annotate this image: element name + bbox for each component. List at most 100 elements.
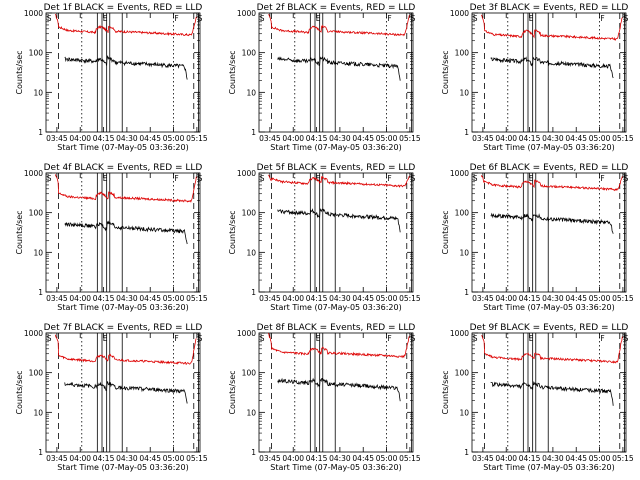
panel-title: Det 1f BLACK = Events, RED = LLD — [44, 3, 203, 13]
y-tick-label: 1 — [38, 288, 43, 297]
flag-label: S — [47, 334, 52, 343]
y-tick-label: 100 — [242, 369, 257, 378]
x-tick-label: 05:00 — [589, 454, 611, 463]
x-tick-label: 04:30 — [116, 134, 138, 143]
x-tick-label: 04:30 — [542, 134, 564, 143]
detector-panel: Det 6f BLACK = Events, RED = LLD 1 10 100 10… — [426, 160, 639, 320]
lld-series-line — [268, 174, 410, 188]
panel-title: Det 6f BLACK = Events, RED = LLD — [470, 163, 629, 173]
plot-frame — [45, 12, 201, 133]
events-series-line — [490, 381, 614, 406]
x-axis-label: Start Time (07-May-05 03:36:20) — [483, 463, 614, 472]
y-tick-label: 1000 — [450, 9, 469, 18]
y-tick-label: 100 — [29, 49, 44, 58]
y-tick-label: 1 — [464, 128, 469, 137]
x-tick-label: 05:00 — [376, 134, 398, 143]
x-tick-label: 05:15 — [186, 134, 208, 143]
flag-label: E — [316, 174, 321, 183]
flag-label: S — [47, 14, 52, 23]
panel-plot: Det 4f BLACK = Events, RED = LLD 1 10 100 10… — [15, 163, 208, 312]
x-tick-label: 03:45 — [259, 134, 281, 143]
y-tick-label: 1 — [464, 448, 469, 457]
plot-frame — [471, 172, 627, 293]
x-tick-label: 04:00 — [282, 454, 304, 463]
detector-panel: Det 1f BLACK = Events, RED = LLD 1 10 100 10… — [0, 0, 213, 160]
x-tick-label: 04:30 — [116, 294, 138, 303]
x-tick-label: 04:00 — [69, 294, 91, 303]
events-series-line — [490, 212, 614, 234]
detector-panel: Det 7f BLACK = Events, RED = LLD 1 10 100 10… — [0, 320, 213, 480]
x-tick-label: 04:15 — [519, 134, 541, 143]
y-tick-label: 10 — [33, 408, 43, 417]
x-tick-label: 05:00 — [163, 134, 185, 143]
y-axis-label: Counts/sec — [441, 370, 450, 414]
flag-label: E — [103, 174, 108, 183]
lld-series-line — [54, 174, 197, 203]
flag-label: S — [198, 14, 203, 23]
y-tick-label: 1 — [464, 288, 469, 297]
x-axis-label: Start Time (07-May-05 03:36:20) — [483, 303, 614, 312]
x-axis-label: Start Time (07-May-05 03:36:20) — [270, 303, 401, 312]
y-tick-label: 1 — [251, 288, 256, 297]
y-tick-label: 1000 — [450, 169, 469, 178]
events-series-line — [277, 377, 401, 402]
detector-panel: Det 2f BLACK = Events, RED = LLD 1 10 100 10… — [213, 0, 426, 160]
x-tick-label: 05:00 — [163, 454, 185, 463]
y-axis-label: Counts/sec — [228, 50, 237, 94]
events-series-line — [64, 55, 188, 80]
events-series-line — [490, 56, 614, 79]
detector-panel: Det 8f BLACK = Events, RED = LLD 1 10 100 10… — [213, 320, 426, 480]
x-tick-label: 04:15 — [93, 454, 115, 463]
x-tick-label: 05:00 — [376, 454, 398, 463]
y-axis-label: Counts/sec — [441, 50, 450, 94]
x-tick-label: 04:15 — [306, 294, 328, 303]
flag-label: S — [473, 174, 478, 183]
x-tick-label: 03:45 — [259, 294, 281, 303]
y-axis-label: Counts/sec — [15, 370, 24, 414]
y-tick-label: 10 — [33, 248, 43, 257]
x-tick-label: 04:00 — [282, 294, 304, 303]
x-tick-label: 03:45 — [472, 294, 494, 303]
events-series-line — [64, 220, 188, 245]
panel-title: Det 4f BLACK = Events, RED = LLD — [44, 163, 203, 173]
panel-plot: Det 5f BLACK = Events, RED = LLD 1 10 100 10… — [228, 163, 421, 312]
x-axis-label: Start Time (07-May-05 03:36:20) — [57, 463, 188, 472]
y-tick-label: 1000 — [237, 9, 256, 18]
flag-label: F — [387, 334, 391, 343]
y-tick-label: 10 — [246, 248, 256, 257]
panel-title: Det 8f BLACK = Events, RED = LLD — [257, 323, 416, 333]
lld-series-line — [267, 333, 410, 359]
panel-plot: Det 3f BLACK = Events, RED = LLD 1 10 100 10… — [441, 3, 634, 152]
flag-label: S — [624, 174, 629, 183]
flag-label: S — [624, 14, 629, 23]
x-tick-label: 04:45 — [352, 454, 374, 463]
y-tick-label: 100 — [242, 209, 257, 218]
x-tick-label: 03:45 — [46, 454, 68, 463]
y-tick-label: 1 — [251, 128, 256, 137]
panel-plot: Det 1f BLACK = Events, RED = LLD 1 10 100 10… — [15, 3, 208, 152]
plot-frame — [258, 332, 414, 453]
lld-series-line — [480, 14, 623, 41]
y-tick-label: 100 — [29, 369, 44, 378]
flag-label: F — [174, 334, 178, 343]
detector-panel: Det 4f BLACK = Events, RED = LLD 1 10 100 10… — [0, 160, 213, 320]
y-tick-label: 1000 — [24, 329, 43, 338]
panel-plot: Det 6f BLACK = Events, RED = LLD 1 10 100 10… — [441, 163, 634, 312]
x-tick-label: 03:45 — [46, 134, 68, 143]
x-tick-label: 03:45 — [472, 134, 494, 143]
flag-label: S — [260, 174, 265, 183]
x-tick-label: 05:15 — [186, 294, 208, 303]
plot-frame — [45, 172, 201, 293]
flag-label: S — [411, 334, 416, 343]
x-tick-label: 04:30 — [542, 294, 564, 303]
flag-label: E — [529, 174, 534, 183]
events-series-line — [277, 207, 401, 233]
flag-label: E — [103, 14, 108, 23]
x-tick-label: 04:30 — [329, 134, 351, 143]
y-tick-label: 1000 — [24, 169, 43, 178]
x-axis-label: Start Time (07-May-05 03:36:20) — [57, 143, 188, 152]
flag-label: F — [600, 14, 604, 23]
panel-title: Det 5f BLACK = Events, RED = LLD — [257, 163, 416, 173]
x-tick-label: 04:30 — [329, 454, 351, 463]
x-tick-label: 04:15 — [93, 294, 115, 303]
